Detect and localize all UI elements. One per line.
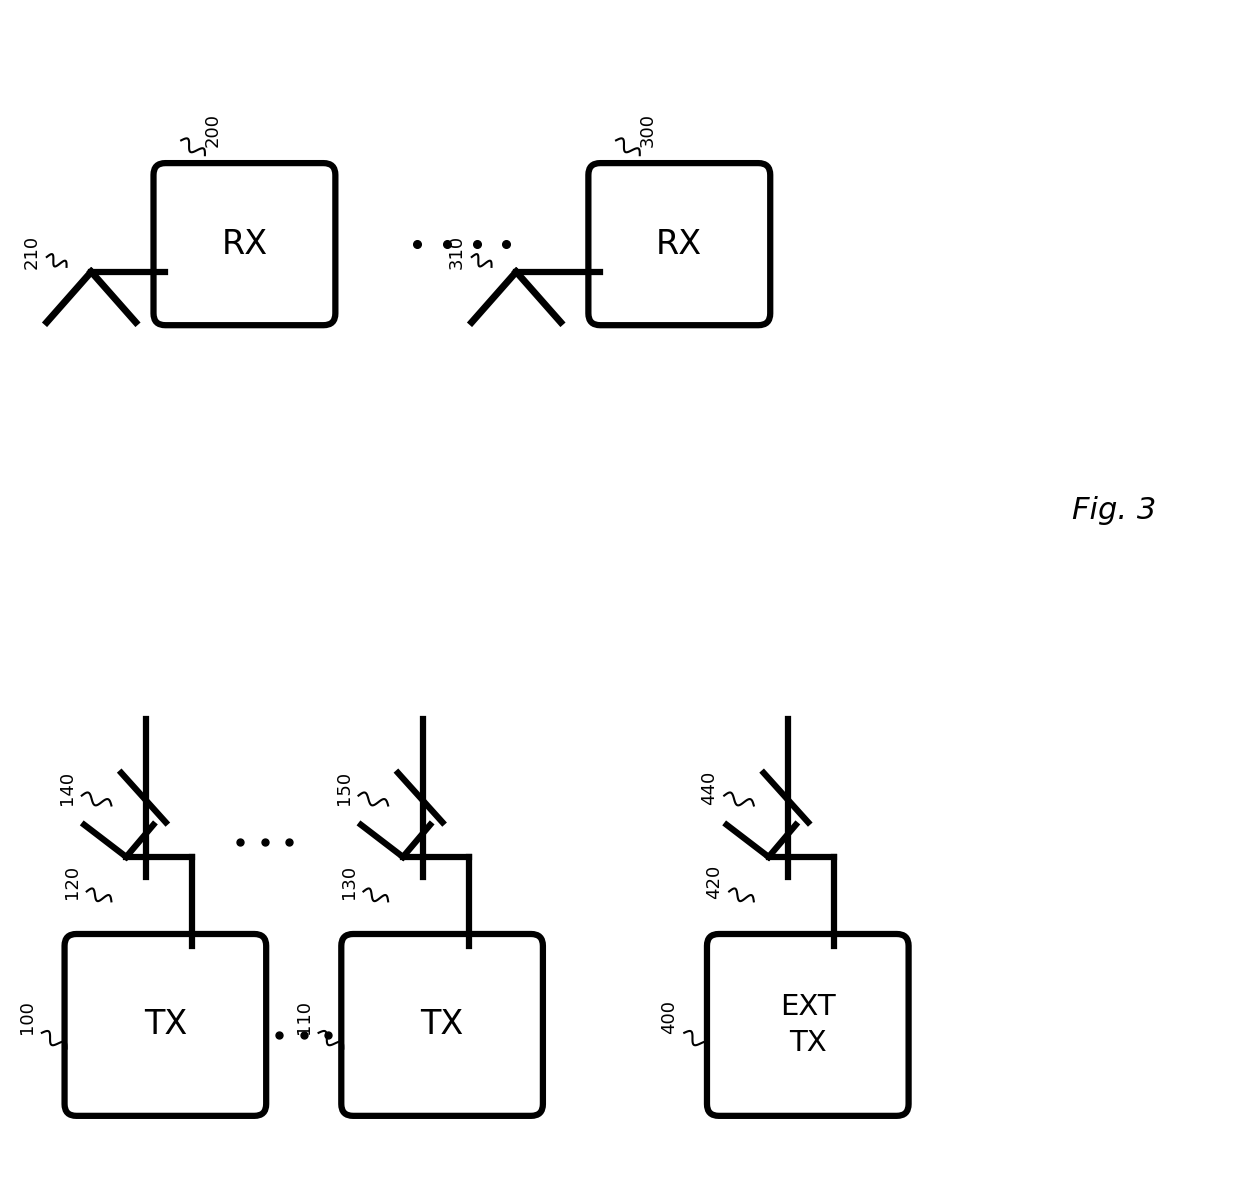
Text: 150: 150 [335, 771, 352, 804]
FancyBboxPatch shape [707, 934, 909, 1116]
Text: 120: 120 [63, 865, 81, 898]
Text: 140: 140 [58, 771, 76, 804]
Text: RX: RX [656, 227, 702, 261]
Text: 440: 440 [701, 771, 718, 804]
Text: TX: TX [144, 1008, 187, 1041]
Text: EXT
TX: EXT TX [780, 992, 836, 1058]
Text: 130: 130 [340, 865, 357, 898]
Text: 110: 110 [295, 1000, 312, 1034]
Text: 300: 300 [639, 113, 657, 148]
Text: 100: 100 [19, 1000, 36, 1034]
Text: 310: 310 [448, 234, 466, 269]
FancyBboxPatch shape [64, 934, 267, 1116]
Text: RX: RX [222, 227, 268, 261]
Text: 420: 420 [706, 864, 723, 898]
Text: 210: 210 [24, 234, 41, 269]
FancyBboxPatch shape [154, 163, 335, 325]
Text: TX: TX [420, 1008, 464, 1041]
Text: 400: 400 [661, 1000, 678, 1034]
FancyBboxPatch shape [588, 163, 770, 325]
Text: 200: 200 [203, 113, 222, 148]
Text: Fig. 3: Fig. 3 [1073, 496, 1156, 526]
FancyBboxPatch shape [341, 934, 543, 1116]
